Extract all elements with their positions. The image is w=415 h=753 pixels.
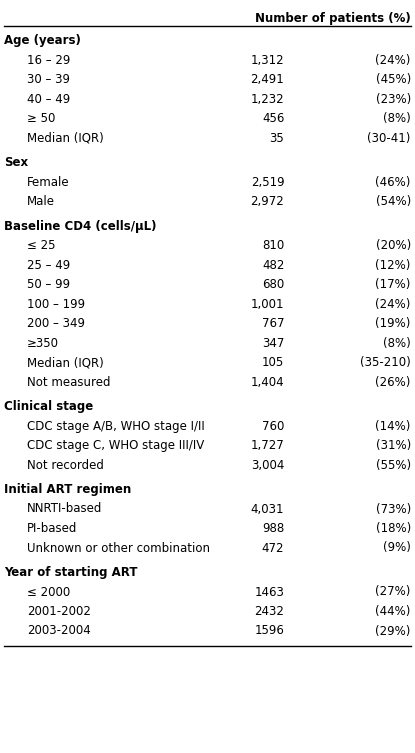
Text: (20%): (20%) xyxy=(376,239,411,252)
Text: 482: 482 xyxy=(262,258,284,272)
Text: 1,312: 1,312 xyxy=(251,53,284,66)
Text: 2,491: 2,491 xyxy=(251,73,284,86)
Text: CDC stage C, WHO stage III/IV: CDC stage C, WHO stage III/IV xyxy=(27,439,204,452)
Text: NNRTI-based: NNRTI-based xyxy=(27,502,103,516)
Text: 1,232: 1,232 xyxy=(251,93,284,105)
Text: (23%): (23%) xyxy=(376,93,411,105)
Text: (35-210): (35-210) xyxy=(360,356,411,369)
Text: ≤ 2000: ≤ 2000 xyxy=(27,586,70,599)
Text: Baseline CD4 (cells/μL): Baseline CD4 (cells/μL) xyxy=(4,220,156,233)
Text: (73%): (73%) xyxy=(376,502,411,516)
Text: (17%): (17%) xyxy=(376,278,411,291)
Text: 35: 35 xyxy=(269,132,284,145)
Text: Median (IQR): Median (IQR) xyxy=(27,132,104,145)
Text: 988: 988 xyxy=(262,522,284,535)
Text: 200 – 349: 200 – 349 xyxy=(27,317,85,330)
Text: 680: 680 xyxy=(262,278,284,291)
Text: 760: 760 xyxy=(262,419,284,432)
Text: 810: 810 xyxy=(262,239,284,252)
Text: (30-41): (30-41) xyxy=(367,132,411,145)
Text: Age (years): Age (years) xyxy=(4,34,81,47)
Text: 472: 472 xyxy=(262,541,284,554)
Text: 105: 105 xyxy=(262,356,284,369)
Text: 2,519: 2,519 xyxy=(251,175,284,188)
Text: (45%): (45%) xyxy=(376,73,411,86)
Text: (18%): (18%) xyxy=(376,522,411,535)
Text: (54%): (54%) xyxy=(376,195,411,208)
Text: Clinical stage: Clinical stage xyxy=(4,400,93,413)
Text: Year of starting ART: Year of starting ART xyxy=(4,566,138,579)
Text: 3,004: 3,004 xyxy=(251,459,284,471)
Text: 30 – 39: 30 – 39 xyxy=(27,73,70,86)
Text: 1,404: 1,404 xyxy=(251,376,284,389)
Text: Unknown or other combination: Unknown or other combination xyxy=(27,541,210,554)
Text: (29%): (29%) xyxy=(376,624,411,638)
Text: Sex: Sex xyxy=(4,156,28,169)
Text: 2003-2004: 2003-2004 xyxy=(27,624,91,638)
Text: ≥ 50: ≥ 50 xyxy=(27,112,55,125)
Text: 2001-2002: 2001-2002 xyxy=(27,605,91,618)
Text: 16 – 29: 16 – 29 xyxy=(27,53,71,66)
Text: Initial ART regimen: Initial ART regimen xyxy=(4,483,132,496)
Text: (44%): (44%) xyxy=(376,605,411,618)
Text: Male: Male xyxy=(27,195,55,208)
Text: (12%): (12%) xyxy=(376,258,411,272)
Text: (8%): (8%) xyxy=(383,337,411,349)
Text: (24%): (24%) xyxy=(376,297,411,310)
Text: (19%): (19%) xyxy=(376,317,411,330)
Text: (24%): (24%) xyxy=(376,53,411,66)
Text: 40 – 49: 40 – 49 xyxy=(27,93,70,105)
Text: 2432: 2432 xyxy=(254,605,284,618)
Text: 1,727: 1,727 xyxy=(251,439,284,452)
Text: Median (IQR): Median (IQR) xyxy=(27,356,104,369)
Text: (26%): (26%) xyxy=(376,376,411,389)
Text: 347: 347 xyxy=(262,337,284,349)
Text: 1463: 1463 xyxy=(254,586,284,599)
Text: (27%): (27%) xyxy=(376,586,411,599)
Text: ≥350: ≥350 xyxy=(27,337,59,349)
Text: 50 – 99: 50 – 99 xyxy=(27,278,70,291)
Text: Not measured: Not measured xyxy=(27,376,110,389)
Text: 1596: 1596 xyxy=(254,624,284,638)
Text: 456: 456 xyxy=(262,112,284,125)
Text: (8%): (8%) xyxy=(383,112,411,125)
Text: 2,972: 2,972 xyxy=(251,195,284,208)
Text: (46%): (46%) xyxy=(376,175,411,188)
Text: Female: Female xyxy=(27,175,70,188)
Text: 25 – 49: 25 – 49 xyxy=(27,258,70,272)
Text: 767: 767 xyxy=(262,317,284,330)
Text: 1,001: 1,001 xyxy=(251,297,284,310)
Text: 4,031: 4,031 xyxy=(251,502,284,516)
Text: CDC stage A/B, WHO stage I/II: CDC stage A/B, WHO stage I/II xyxy=(27,419,205,432)
Text: PI-based: PI-based xyxy=(27,522,77,535)
Text: Number of patients (%): Number of patients (%) xyxy=(255,12,411,25)
Text: ≤ 25: ≤ 25 xyxy=(27,239,56,252)
Text: (55%): (55%) xyxy=(376,459,411,471)
Text: (9%): (9%) xyxy=(383,541,411,554)
Text: (14%): (14%) xyxy=(376,419,411,432)
Text: Not recorded: Not recorded xyxy=(27,459,104,471)
Text: 100 – 199: 100 – 199 xyxy=(27,297,85,310)
Text: (31%): (31%) xyxy=(376,439,411,452)
